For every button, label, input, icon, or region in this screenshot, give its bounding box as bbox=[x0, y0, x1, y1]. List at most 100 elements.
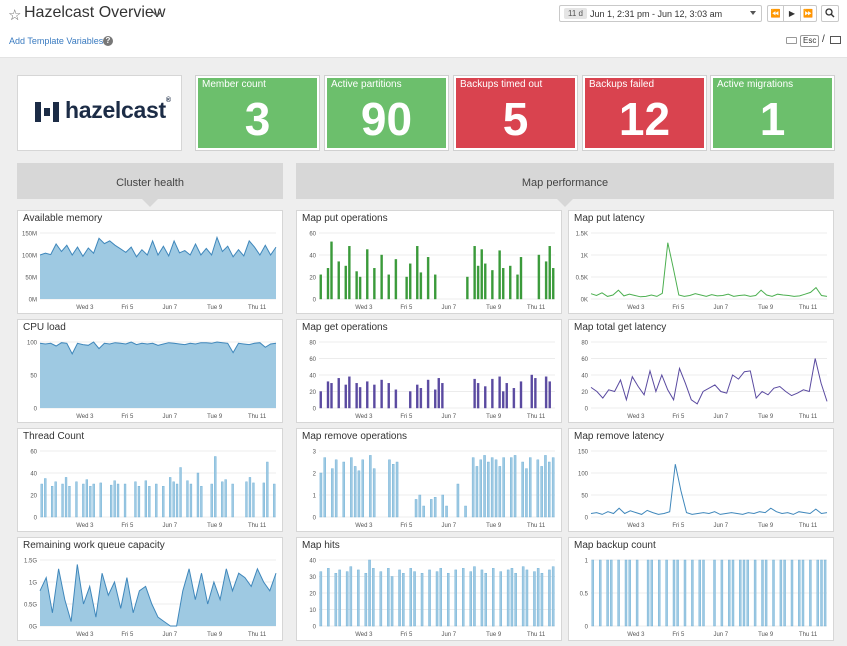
area-series bbox=[40, 342, 276, 408]
y-tick-label: 20 bbox=[309, 592, 316, 598]
bar bbox=[330, 241, 333, 300]
stat-label: Active partitions bbox=[331, 79, 402, 90]
bar bbox=[480, 249, 483, 300]
bar bbox=[372, 468, 376, 518]
bar bbox=[116, 483, 120, 518]
keyboard-icon[interactable] bbox=[786, 37, 797, 44]
y-tick-label: 0 bbox=[313, 407, 317, 413]
help-icon[interactable]: ? bbox=[103, 36, 113, 46]
chevron-down-icon[interactable] bbox=[152, 9, 162, 19]
rewind-button[interactable]: ⏪ bbox=[768, 6, 785, 21]
chart-title: Map remove operations bbox=[302, 431, 408, 442]
x-tick-label: Fri 5 bbox=[400, 523, 413, 529]
y-tick-label: 20 bbox=[30, 494, 37, 500]
bar bbox=[764, 559, 768, 627]
bar bbox=[224, 479, 227, 518]
bar bbox=[646, 559, 650, 627]
bar bbox=[358, 387, 362, 409]
x-tick-label: Jun 7 bbox=[441, 305, 456, 311]
bar bbox=[372, 568, 375, 627]
y-tick-label: 0 bbox=[313, 625, 317, 631]
x-tick-label: Fri 5 bbox=[400, 305, 413, 311]
bar bbox=[475, 466, 479, 518]
bar bbox=[387, 274, 390, 300]
chart-panel-cpu-load[interactable]: CPU load 100 50 0 Wed 3 Fri 5 Jun 7 Tue 9 Thu 11 bbox=[17, 319, 283, 423]
bar bbox=[548, 246, 551, 300]
chart-panel-map-backup-count[interactable]: Map backup count 1 0.5 0 Wed 3 Fri 5 Jun 7 Tue … bbox=[568, 537, 834, 641]
dashboard-title[interactable]: Hazelcast Overview bbox=[24, 4, 166, 21]
bar bbox=[334, 573, 338, 627]
chart-panel-thread-count[interactable]: Thread Count 60 40 20 0 Wed 3 Fri 5 Jun 7 Tue 9 T… bbox=[17, 428, 283, 532]
bar bbox=[606, 559, 609, 627]
bar bbox=[155, 483, 158, 518]
stat-value: 12 bbox=[618, 93, 671, 145]
stat-tile-active-partitions[interactable]: Active partitions 90 bbox=[324, 75, 449, 151]
y-tick-label: 1 bbox=[313, 494, 317, 500]
logo-wordmark: hazelcast® bbox=[65, 97, 171, 123]
y-tick-label: 80 bbox=[581, 341, 588, 347]
x-tick-label: Fri 5 bbox=[121, 305, 134, 311]
time-range-picker[interactable]: 11 d Jun 1, 2:31 pm - Jun 12, 3:03 am bbox=[559, 5, 762, 22]
stat-label: Active migrations bbox=[717, 79, 794, 90]
bar bbox=[698, 559, 702, 627]
stat-tile-member-count[interactable]: Member count 3 bbox=[195, 75, 320, 151]
bar bbox=[720, 559, 724, 627]
y-tick-label: 0K bbox=[581, 298, 588, 304]
chart-plot: 80 60 40 20 0 Wed 3 Fri 5 Jun 7 Tue 9 Thu 11 bbox=[581, 341, 828, 420]
bar bbox=[361, 459, 364, 518]
y-tick-label: 100M bbox=[22, 254, 37, 260]
y-tick-label: 10 bbox=[309, 608, 316, 614]
forward-button[interactable]: ⏩ bbox=[803, 9, 814, 18]
bar bbox=[416, 246, 419, 300]
x-tick-label: Tue 9 bbox=[207, 523, 223, 529]
bar bbox=[772, 559, 775, 627]
chart-panel-map-total-get-latency[interactable]: Map total get latency 80 60 40 20 0 Wed 3 Fri 5… bbox=[568, 319, 834, 423]
bar bbox=[337, 378, 340, 409]
bar bbox=[61, 483, 64, 518]
chart-panel-map-put-latency[interactable]: Map put latency 1.5K 1K 0.5K 0K Wed 3 Fri 5 Jun… bbox=[568, 210, 834, 314]
stat-tile-body: Active partitions 90 bbox=[327, 78, 446, 148]
star-icon[interactable]: ☆ bbox=[8, 7, 22, 24]
play-button[interactable]: ▶ bbox=[784, 6, 801, 21]
chart-panel-map-put-ops[interactable]: Map put operations 60 40 20 0 Wed 3 Fri 5 Jun 7… bbox=[296, 210, 562, 314]
chart-panel-available-memory[interactable]: Available memory 150M 100M 50M 0M Wed 3 Fri 5 J… bbox=[17, 210, 283, 314]
bar bbox=[323, 457, 327, 518]
bar bbox=[348, 246, 351, 300]
x-tick-label: Tue 9 bbox=[486, 414, 502, 420]
add-template-variables-link[interactable]: Add Template Variables bbox=[9, 36, 104, 46]
bar bbox=[547, 461, 551, 518]
bar bbox=[454, 569, 457, 627]
bar bbox=[471, 457, 475, 518]
bar bbox=[358, 276, 362, 300]
y-tick-label: 1 bbox=[585, 559, 589, 565]
chart-plot: 1 0.5 0 Wed 3 Fri 5 Jun 7 Tue 9 Thu 11 bbox=[580, 559, 827, 638]
bar bbox=[635, 559, 639, 627]
bar bbox=[266, 461, 269, 518]
chart-panel-map-hits[interactable]: Map hits 40 30 20 10 0 Wed 3 Fri 5 Jun 7 Tue 9 Thu… bbox=[296, 537, 562, 641]
chart-panel-map-remove-latency[interactable]: Map remove latency 150 100 50 0 Wed 3 Fri 5 Jun… bbox=[568, 428, 834, 532]
x-tick-label: Tue 9 bbox=[486, 632, 502, 638]
y-tick-label: 40 bbox=[309, 559, 316, 565]
bar bbox=[672, 559, 676, 627]
stat-tile-backups-timed-out[interactable]: Backups timed out 5 bbox=[453, 75, 578, 151]
chart-panel-thread-count-dup[interactable]: Map remove operations 3 2 1 0 Wed 3 Fri 5 Jun 7… bbox=[296, 428, 562, 532]
stat-tile-backups-failed[interactable]: Backups failed 12 bbox=[582, 75, 707, 151]
x-tick-label: Fri 5 bbox=[672, 414, 685, 420]
bar bbox=[548, 381, 551, 409]
chart-panel-work-queue[interactable]: Remaining work queue capacity 1.5G 1G 0.5G 0… bbox=[17, 537, 283, 641]
stat-tile-body: Member count 3 bbox=[198, 78, 317, 148]
x-tick-label: Thu 11 bbox=[527, 414, 546, 420]
bar bbox=[64, 477, 68, 518]
stat-tile-active-migrations[interactable]: Active migrations 1 bbox=[710, 75, 835, 151]
x-tick-label: Jun 7 bbox=[713, 305, 728, 311]
tv-mode-icon[interactable] bbox=[830, 36, 841, 44]
bar bbox=[380, 379, 383, 409]
bar bbox=[391, 464, 395, 518]
bar bbox=[179, 467, 182, 518]
chart-panel-map-get-ops[interactable]: Map get operations 80 60 40 20 0 Wed 3 Fri 5 Jun… bbox=[296, 319, 562, 423]
y-tick-label: 0 bbox=[313, 298, 317, 304]
bar bbox=[484, 386, 487, 409]
search-icon[interactable] bbox=[821, 5, 839, 22]
bar bbox=[790, 559, 794, 627]
bar bbox=[505, 383, 508, 409]
